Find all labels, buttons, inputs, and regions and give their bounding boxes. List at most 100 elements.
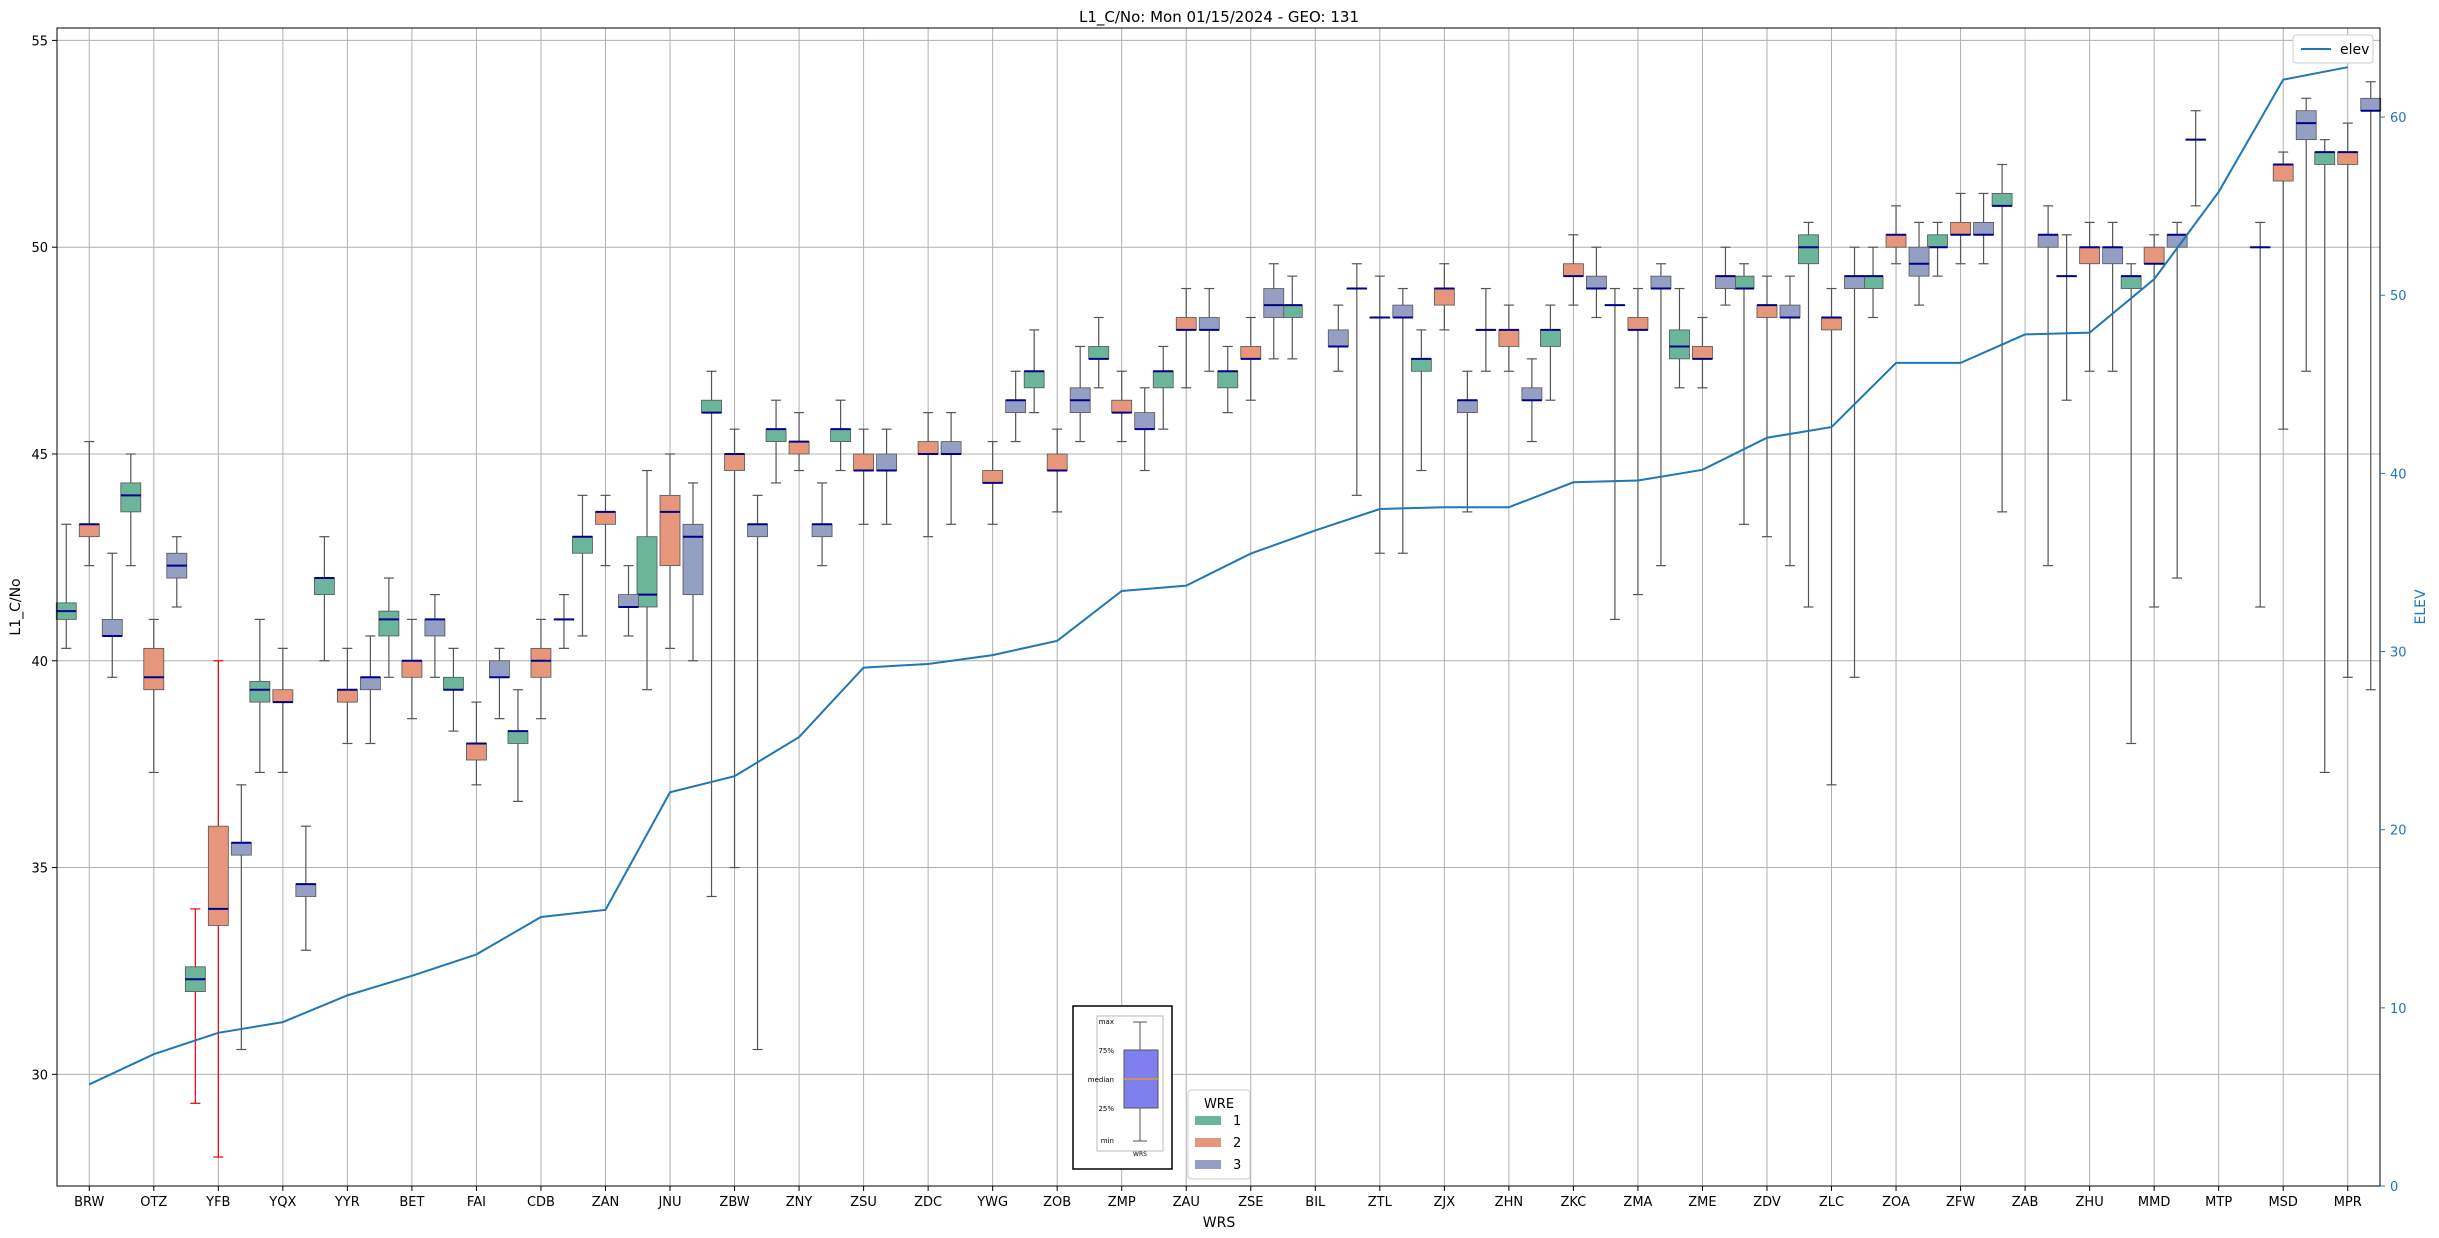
box-wre-2 [2272,164,2294,182]
box-wre-3 [489,660,510,678]
box-wre-1 [507,730,529,744]
axes: BRW OTZ YFB YQX YYR BET FAI CDB ZAN JNU ZBW ZNY ZSU Z… [31,34,2406,1210]
box-wre-3 [1198,317,1220,331]
y2-tick-label: 20 [2390,824,2407,839]
x-tick-label: YWG [976,1195,1008,1210]
elev-series-line [88,66,2348,1086]
inset-label-max: max [1099,1018,1114,1026]
y-tick-label: 45 [31,448,48,463]
box-wre-2 [1046,453,1068,471]
box-wre-3 [2037,234,2059,248]
box-wre-3 [1263,288,1285,318]
x-tick-label: ZOA [1882,1195,1910,1210]
box-wre-2 [917,441,939,455]
box-wre-3 [359,676,381,691]
chart-title: L1_C/No: Mon 01/15/2024 - GEO: 131 [1079,8,1359,27]
inset-label-q3: 75% [1098,1047,1114,1055]
box-wre-2 [1627,317,1649,331]
gridlines [57,28,2380,1186]
x-tick-label: BIL [1305,1195,1326,1210]
box-wre-1 [1540,329,1561,347]
box-wre-3 [682,523,704,595]
box-wre-3 [1844,275,1865,289]
box-wre-2 [853,453,874,471]
x-tick-label: MSD [2268,1195,2297,1210]
x-tick-label: ZAN [592,1195,620,1210]
box-wre-2 [2079,246,2101,265]
box-wre-1 [1991,193,2013,207]
x-tick-label: ZMA [1623,1195,1652,1210]
wre-legend-swatch-2 [1195,1138,1221,1147]
box-wre-2 [2143,246,2165,265]
box-wre-3 [1521,387,1543,401]
y-tick-label: 30 [31,1068,48,1083]
x-tick-label: ZDC [914,1195,942,1210]
x-tick-label: MMD [2138,1195,2170,1210]
y-tick-label: 50 [31,241,48,256]
box-wre-1 [572,536,593,554]
x-tick-label: ZLC [1819,1195,1844,1210]
box-wre-1 [830,428,851,442]
box-wre-1 [313,577,335,595]
wre-legend-label-1: 1 [1233,1114,1241,1129]
box-wre-3 [1327,329,1349,347]
box-wre-2 [1111,399,1133,414]
box-wre-3 [811,523,833,538]
box-wre-1 [378,610,400,637]
x-tick-label: ZHN [1495,1195,1523,1210]
box-wre-2 [1692,346,1713,360]
x-tick-label: ZJX [1434,1195,1456,1210]
box-wre-2 [530,647,552,678]
box-wre-3 [1650,275,1672,289]
x-tick-label: MPR [2334,1195,2362,1210]
y2-tick-label: 30 [2390,646,2407,661]
box-wre-3 [1134,412,1156,430]
inset-label-q1: 25% [1098,1105,1114,1113]
box-wre-2 [1885,234,1907,248]
x-tick-label: OTZ [140,1195,167,1210]
x-tick-label: ZTL [1368,1195,1393,1210]
x-tick-label: ZMP [1108,1195,1136,1210]
x-tick-label: ZAU [1173,1195,1200,1210]
box-wre-3 [424,619,446,637]
box-wre-2 [336,689,358,703]
box-wre-3 [1586,275,1607,289]
box-wre-2 [724,453,745,471]
box-wre-3 [1005,399,1027,414]
x-tick-label: ZSU [850,1195,877,1210]
box-wre-3 [2166,234,2188,248]
box-wre-1 [2314,151,2336,165]
box-wre-2 [982,470,1004,484]
x-tick-label: ZKC [1561,1195,1587,1210]
wre-legend-label-3: 3 [1233,1158,1241,1173]
y2-tick-label: 10 [2390,1002,2407,1017]
box-wre-2 [1756,304,1778,318]
x-tick-label: JNU [657,1195,681,1210]
whiskers [61,81,2376,1158]
box-wre-2 [1498,329,1520,347]
box-wre-3 [230,842,252,856]
box-wre-3 [1392,304,1414,318]
x-tick-label: YYR [334,1195,360,1210]
box-wre-2 [143,647,165,691]
box-wre-3 [747,523,768,538]
elev-legend: elev [2292,34,2374,64]
box-wre-2 [207,825,229,926]
x-tick-label: FAI [467,1195,486,1210]
box-wre-3 [1779,304,1801,318]
box-wre-2 [659,494,681,567]
box-wre-3 [876,453,897,471]
wre-legend-label-2: 2 [1233,1136,1241,1151]
x-tick-label: ZDV [1753,1195,1781,1210]
box-wre-2 [466,743,487,761]
box-wre-2 [1240,346,1262,360]
inset-label-min: min [1101,1137,1114,1145]
inset-label-median: median [1088,1076,1114,1084]
box-wre-3 [295,883,317,897]
box-wre-1 [1088,346,1110,360]
box-wre-2 [1175,317,1197,331]
box-wre-1 [1733,275,1755,289]
x-tick-label: CDB [527,1195,555,1210]
